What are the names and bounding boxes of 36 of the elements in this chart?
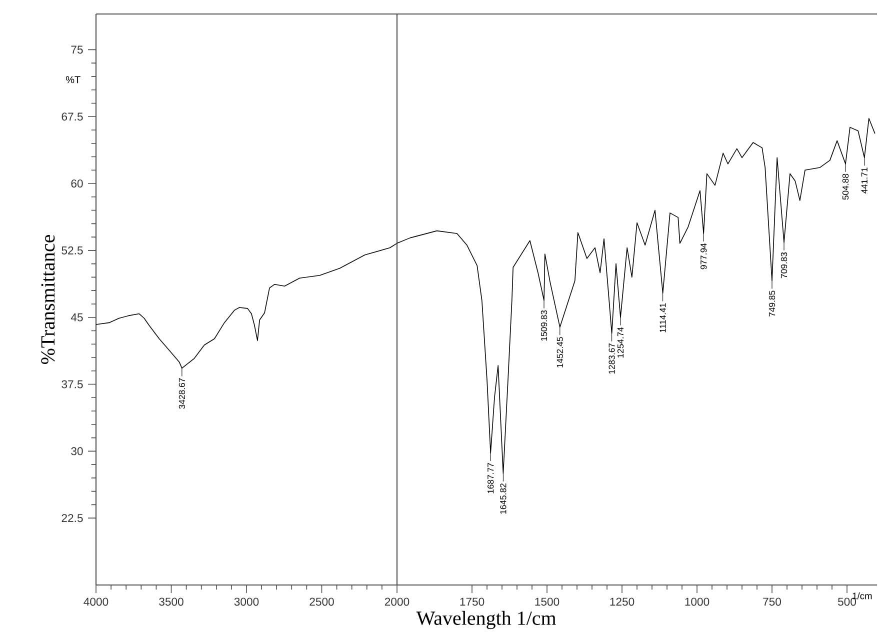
annotation: 1645.82 bbox=[500, 484, 506, 514]
annotation: 709.83 bbox=[780, 252, 788, 278]
y-tick-label: 52.5 bbox=[62, 246, 83, 254]
annotation: 441.71 bbox=[861, 168, 868, 194]
x-tick-label: 2500 bbox=[310, 598, 334, 606]
y-tick-label: 37.5 bbox=[62, 380, 83, 388]
text: 1/cm bbox=[852, 592, 872, 600]
annotation: 1509.83 bbox=[540, 310, 548, 341]
annotation: 3428.67 bbox=[178, 378, 185, 409]
text: %T bbox=[66, 76, 80, 84]
x-tick-label: 1750 bbox=[460, 598, 484, 606]
x-tick-label: 1000 bbox=[685, 598, 710, 606]
x-tick-label: 2000 bbox=[384, 598, 410, 606]
x-tick-label: 4000 bbox=[84, 598, 108, 606]
x-tick-label: 1250 bbox=[610, 598, 634, 606]
x-tick-label: 3000 bbox=[234, 598, 259, 606]
x-tick-label: 750 bbox=[763, 598, 782, 606]
annotation: 504.88 bbox=[842, 174, 849, 200]
annotation: 1114.41 bbox=[660, 303, 666, 332]
y-tick-label: 22.5 bbox=[62, 514, 83, 522]
y-tick-label: 30 bbox=[71, 447, 83, 456]
y-tick-label: 45 bbox=[70, 313, 83, 322]
annotation: 1283.67 bbox=[608, 343, 615, 374]
annotation: 1254.74 bbox=[617, 327, 624, 358]
x-tick-label: 500 bbox=[838, 598, 856, 606]
x-tick-label: 3500 bbox=[159, 598, 184, 606]
x-axis-title: Wavelength 1/cm bbox=[416, 610, 556, 630]
x-tick-label: 1500 bbox=[535, 598, 560, 606]
annotation: 1452.45 bbox=[556, 337, 563, 368]
annotation: 749.85 bbox=[768, 290, 776, 316]
y-tick-label: 67.5 bbox=[62, 112, 83, 121]
y-tick-label: 60 bbox=[71, 180, 83, 188]
y-axis-title: %Transmittance bbox=[41, 235, 55, 364]
annotation: 977.94 bbox=[700, 243, 707, 270]
annotation: 1687.77 bbox=[488, 463, 494, 494]
y-tick-label: 75 bbox=[71, 46, 83, 54]
